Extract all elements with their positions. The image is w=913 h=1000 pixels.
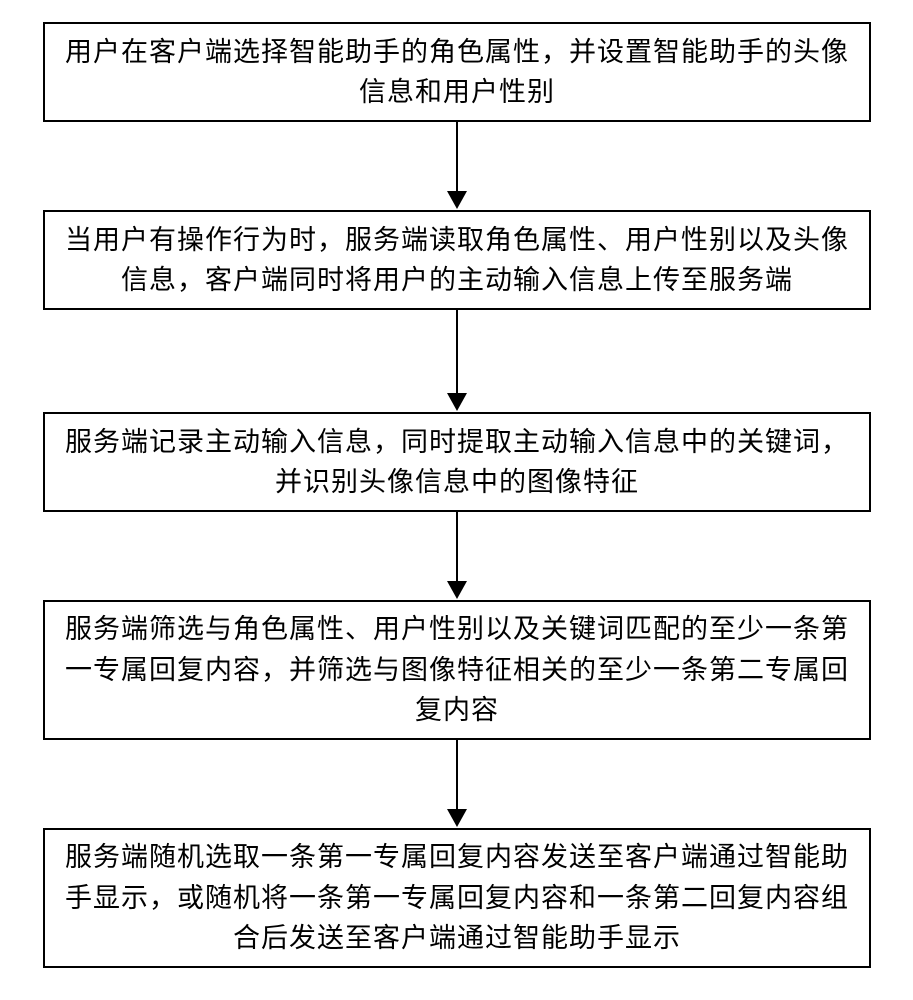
flow-step-5: 服务端随机选取一条第一专属回复内容发送至客户端通过智能助手显示，或随机将一条第一… xyxy=(43,828,871,968)
flow-step-5-text: 服务端随机选取一条第一专属回复内容发送至客户端通过智能助手显示，或随机将一条第一… xyxy=(65,837,849,959)
flow-step-4-text: 服务端筛选与角色属性、用户性别以及关键词匹配的至少一条第一专属回复内容，并筛选与… xyxy=(65,609,849,731)
arrow-3-4 xyxy=(447,512,467,599)
flow-step-3-text: 服务端记录主动输入信息，同时提取主动输入信息中的关键词，并识别头像信息中的图像特… xyxy=(65,422,849,503)
flow-step-4: 服务端筛选与角色属性、用户性别以及关键词匹配的至少一条第一专属回复内容，并筛选与… xyxy=(43,600,871,740)
flow-step-1: 用户在客户端选择智能助手的角色属性，并设置智能助手的头像信息和用户性别 xyxy=(43,22,871,122)
flow-step-2: 当用户有操作行为时，服务端读取角色属性、用户性别以及头像信息，客户端同时将用户的… xyxy=(43,210,871,310)
arrow-1-2 xyxy=(447,122,467,209)
arrow-4-5 xyxy=(447,740,467,827)
flow-step-1-text: 用户在客户端选择智能助手的角色属性，并设置智能助手的头像信息和用户性别 xyxy=(65,32,849,113)
flowchart-container: 用户在客户端选择智能助手的角色属性，并设置智能助手的头像信息和用户性别 当用户有… xyxy=(0,0,913,1000)
flow-step-3: 服务端记录主动输入信息，同时提取主动输入信息中的关键词，并识别头像信息中的图像特… xyxy=(43,412,871,512)
arrow-2-3 xyxy=(447,310,467,411)
flow-step-2-text: 当用户有操作行为时，服务端读取角色属性、用户性别以及头像信息，客户端同时将用户的… xyxy=(65,220,849,301)
